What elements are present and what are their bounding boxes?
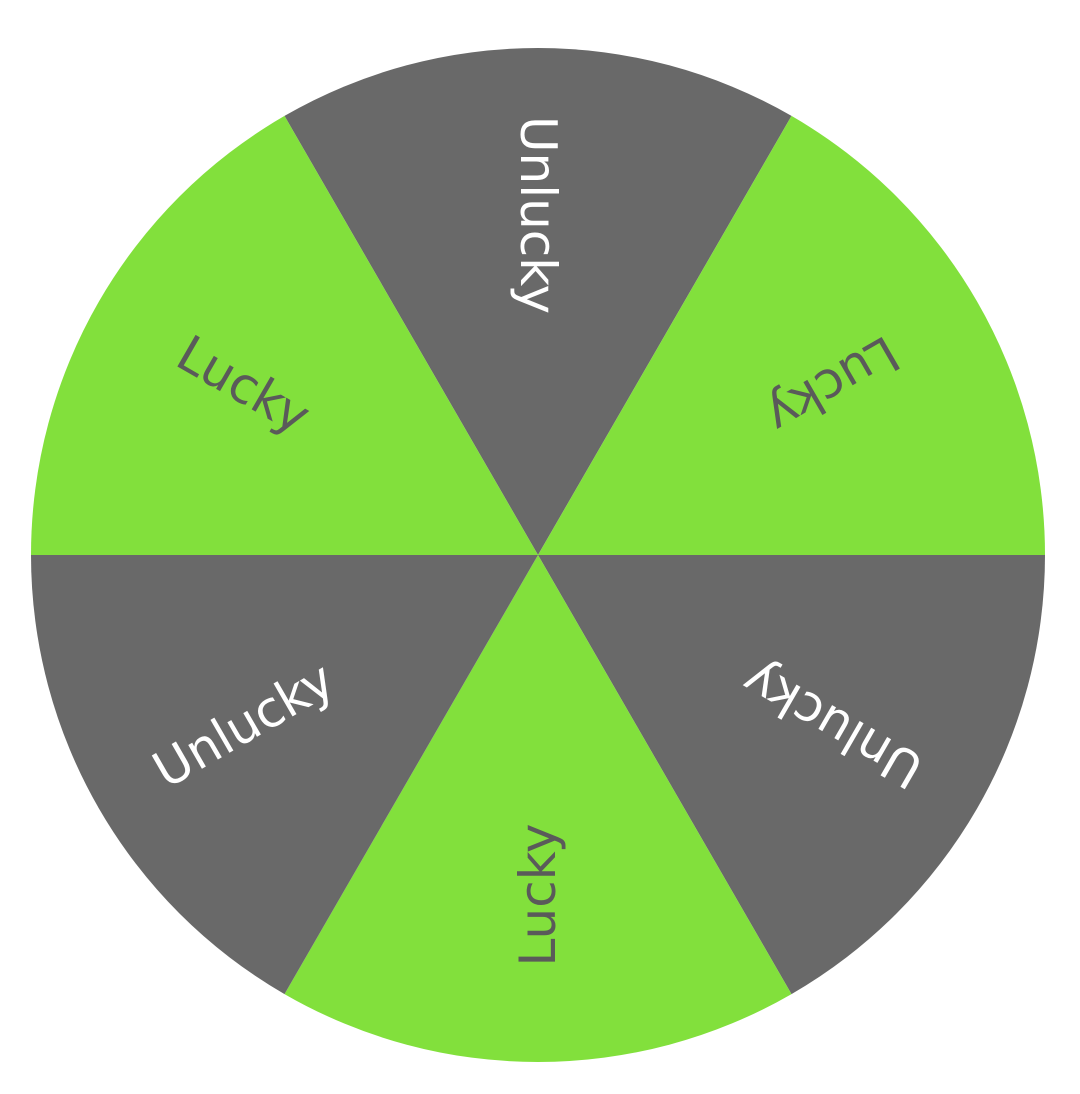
wheel-segment-2 bbox=[538, 115, 1045, 556]
wheel-segment-3 bbox=[538, 555, 1045, 995]
wheel-segment-6 bbox=[31, 115, 538, 556]
wheel-segment-label-4: Lucky bbox=[509, 824, 567, 967]
wheel-segment-5 bbox=[31, 555, 538, 995]
wheel-segment-label-1: Unlucky bbox=[509, 116, 567, 314]
wheel-segment-1 bbox=[284, 48, 792, 555]
wheel-segment-4 bbox=[284, 555, 792, 1062]
